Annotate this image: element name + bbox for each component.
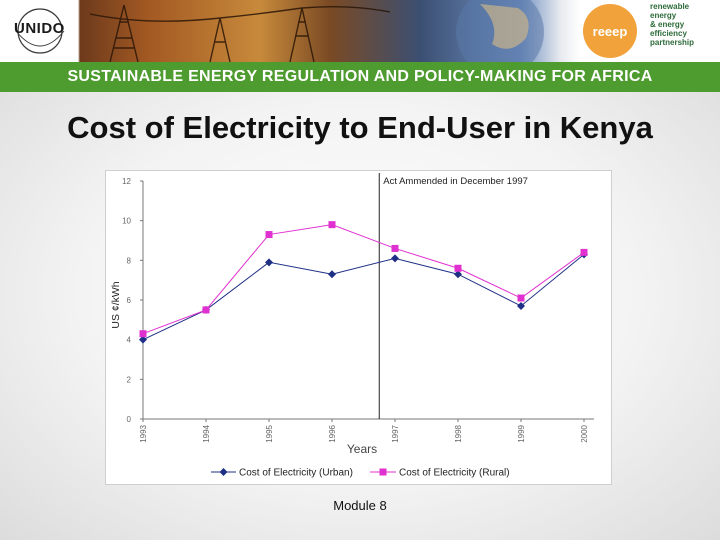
page-title: Cost of Electricity to End-User in Kenya (67, 110, 653, 145)
series-line (142, 224, 585, 335)
legend-marker (379, 468, 387, 476)
legend-label: Cost of Electricity (Rural) (399, 468, 510, 479)
data-point (328, 270, 336, 279)
legend-label: Cost of Electricity (Urban) (239, 468, 353, 479)
y-tick-label: 4 (127, 336, 132, 345)
reeep-tag-line: efficiency (650, 29, 687, 38)
x-tick-label: 1995 (265, 424, 274, 442)
data-point (580, 248, 588, 256)
x-axis-title: Years (347, 442, 377, 456)
y-tick-label: 0 (127, 415, 132, 424)
y-tick-label: 12 (122, 177, 131, 186)
data-point (391, 254, 399, 263)
x-tick-label: 1993 (139, 424, 148, 442)
y-tick-label: 10 (122, 217, 131, 226)
data-point (454, 270, 462, 279)
reeep-logo: reeep (583, 4, 637, 58)
series-line (142, 253, 585, 341)
annotation-label: Act Ammended in December 1997 (383, 176, 528, 187)
reeep-tagline: renewable energy & energy efficiency par… (650, 2, 720, 47)
data-point (517, 301, 525, 310)
data-point (517, 294, 525, 302)
x-tick-label: 1996 (328, 424, 337, 442)
y-tick-label: 8 (127, 256, 132, 265)
reeep-tag-line: renewable (650, 2, 690, 11)
data-point (265, 231, 273, 239)
reeep-logo-label: reeep (592, 23, 628, 39)
y-axis-title: US ¢/kWh (110, 281, 122, 328)
footer-module-label: Module 8 (333, 498, 387, 513)
unido-logo-text: UNIDO (14, 20, 65, 37)
y-tick-label: 6 (127, 296, 132, 305)
y-tick-label: 2 (127, 375, 132, 384)
line-chart: 0 2 4 6 8 10 12 1993 1994 1995 1996 1997 1998 1999 200… (110, 173, 594, 479)
data-point (202, 306, 210, 314)
x-tick-label: 2000 (580, 424, 589, 442)
power-towers-image (90, 4, 390, 62)
x-tick-label: 1994 (202, 424, 211, 442)
data-point (328, 221, 336, 229)
x-tick-label: 1997 (391, 424, 400, 442)
reeep-tag-line: partnership (650, 38, 695, 47)
legend-marker (219, 468, 228, 476)
reeep-tag-line: energy (650, 11, 677, 20)
unido-emblem-icon (15, 8, 65, 54)
data-point (265, 258, 273, 267)
program-title-strip: SUSTAINABLE ENERGY REGULATION AND POLICY… (0, 62, 720, 92)
x-tick-label: 1999 (517, 424, 526, 442)
chart-container: 0 2 4 6 8 10 12 1993 1994 1995 1996 1997 1998 1999 200… (105, 170, 612, 485)
x-tick-label: 1998 (454, 424, 463, 442)
globe-icon (456, 0, 544, 62)
data-point (391, 244, 399, 252)
header-banner: UNIDO reeep renewable energy & energy ef… (0, 0, 720, 62)
data-point (454, 264, 462, 272)
reeep-tag-line: & energy (650, 20, 685, 29)
data-point (139, 330, 147, 338)
data-point (139, 335, 147, 344)
